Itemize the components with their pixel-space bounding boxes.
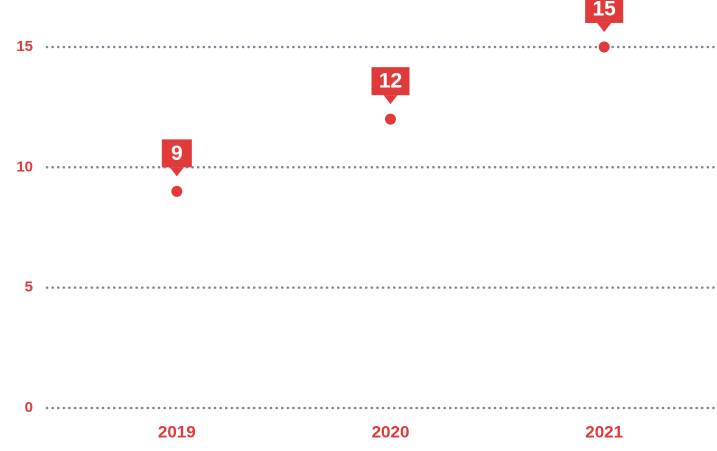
label-box [371, 67, 410, 96]
dot [171, 185, 183, 197]
y-tick-label: 10 [16, 158, 33, 175]
label-pointer [169, 167, 184, 177]
label-box [161, 139, 192, 168]
dot [598, 41, 610, 53]
data-label: 15 [592, 0, 616, 20]
dot [385, 113, 396, 125]
label-box [585, 0, 624, 23]
x-tick-label: 2020 [372, 422, 410, 441]
data-label: 12 [379, 70, 402, 93]
x-tick-label: 2019 [158, 422, 196, 441]
label-pointer [383, 95, 398, 105]
y-tick-label: 0 [25, 399, 33, 416]
y-tick-label: 15 [16, 38, 33, 55]
data-label: 9 [171, 142, 183, 165]
label-pointer [597, 22, 612, 32]
x-tick-label: 2021 [585, 422, 623, 441]
y-tick-label: 5 [25, 279, 33, 296]
